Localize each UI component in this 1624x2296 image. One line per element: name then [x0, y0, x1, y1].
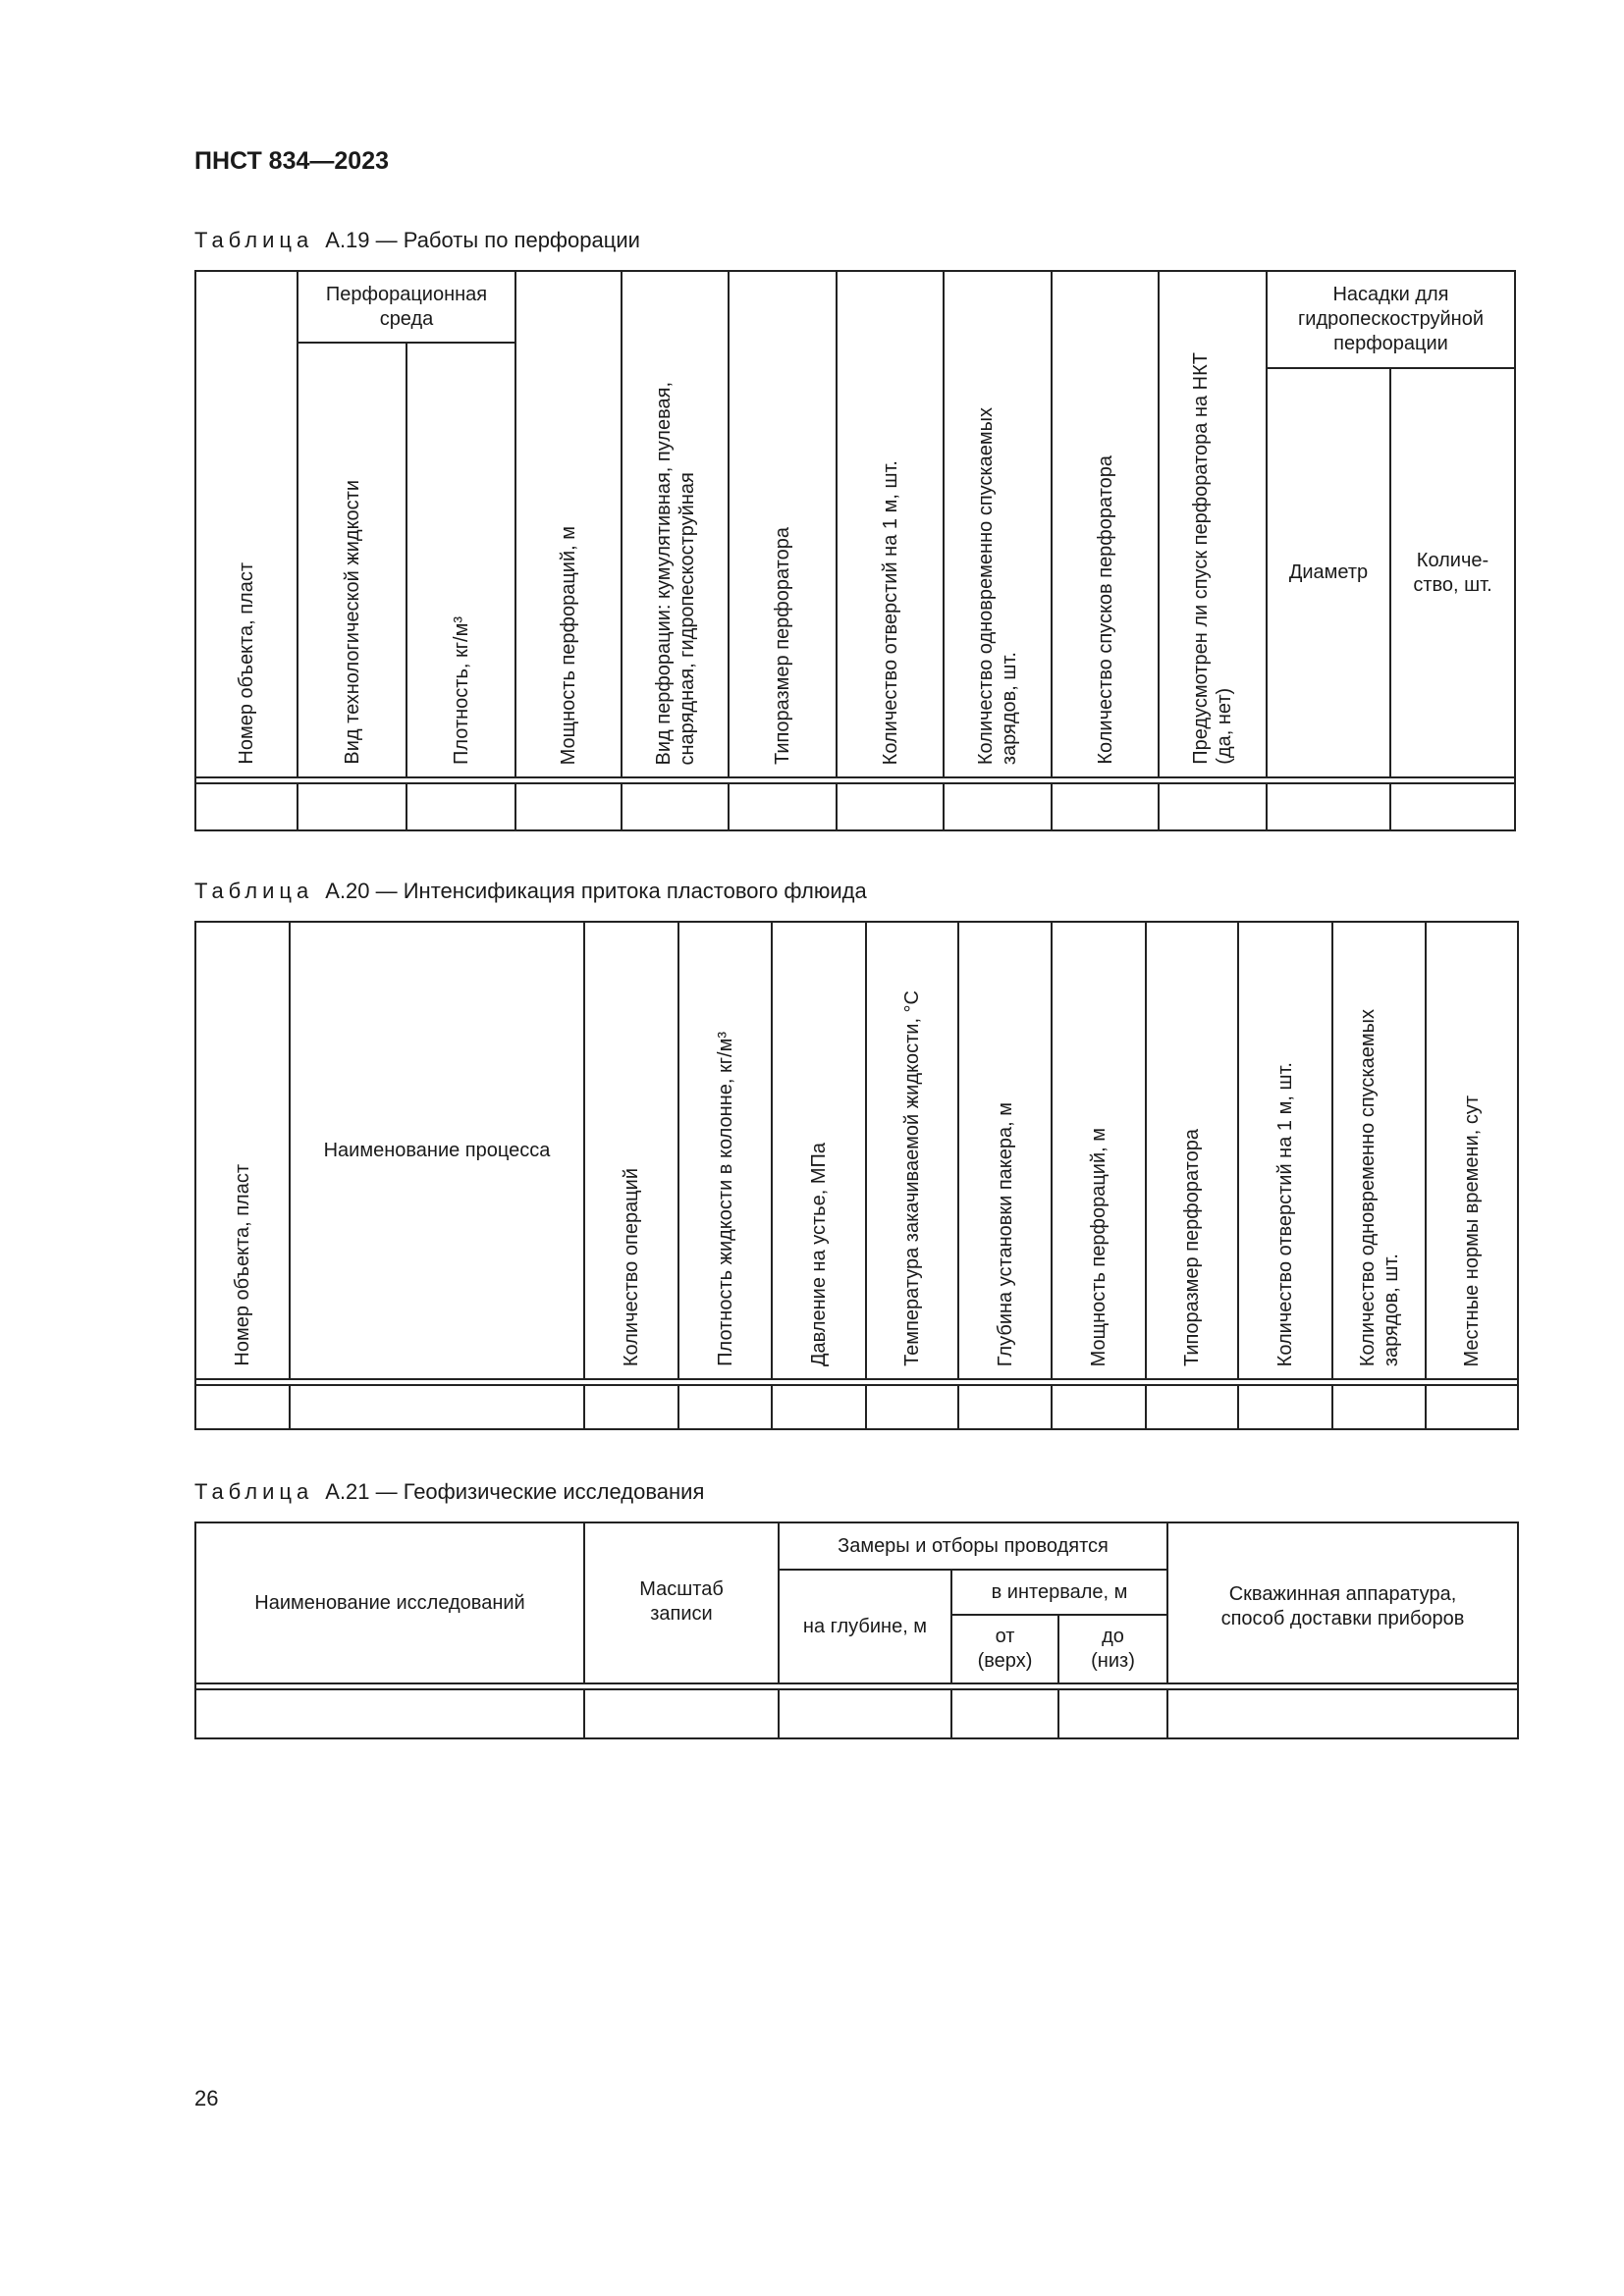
header-text: Плотность, кг/м³ [450, 616, 472, 765]
header-column: Местные нормы времени, сут [1425, 921, 1519, 1380]
table-a19-caption: Таблица А.19 — Работы по перфорации [194, 228, 640, 253]
header-name: Наименование исследований [194, 1522, 585, 1684]
table-cell[interactable] [1389, 782, 1516, 831]
page-number: 26 [194, 2086, 219, 2110]
header-text: Местные нормы времени, сут [1461, 1095, 1483, 1366]
header-column: Мощность перфораций, м [1051, 921, 1147, 1380]
table-cell[interactable] [583, 1688, 780, 1739]
header-group-medium: Перфорационная среда [297, 270, 516, 344]
header-runs: Количество спусков перфоратора [1051, 270, 1160, 778]
table-cell[interactable] [1145, 1384, 1239, 1430]
table-cell[interactable] [1051, 782, 1160, 831]
table-cell[interactable] [728, 782, 838, 831]
header-text: Мощность перфораций, м [1088, 1127, 1110, 1366]
header-text: Вид перфорации: кумулятивная, пулевая, с… [652, 381, 698, 766]
table-cell[interactable] [1057, 1688, 1168, 1739]
table-cell[interactable] [677, 1384, 773, 1430]
header-text: Предусмотрен ли спуск перфоратора на НКТ… [1190, 352, 1235, 765]
caption-title: А.21 — Геофизические исследования [325, 1479, 705, 1504]
header-column: Количество одновременно спускаемых заряд… [1331, 921, 1427, 1380]
header-column: Типоразмер перфоратора [1145, 921, 1239, 1380]
header-text: Номер объекта, пласт [236, 562, 257, 765]
table-cell[interactable] [1166, 1688, 1519, 1739]
header-column: Плотность жидкости в колонне, кг/м³ [677, 921, 773, 1380]
header-column: Давление на устье, МПа [771, 921, 867, 1380]
header-text: Плотность жидкости в колонне, кг/м³ [714, 1032, 736, 1366]
table-cell[interactable] [194, 782, 298, 831]
header-text: Мощность перфораций, м [558, 525, 579, 765]
table-a20-caption: Таблица А.20 — Интенсификация притока пла… [194, 879, 867, 904]
header-thickness: Мощность перфораций, м [514, 270, 623, 778]
header-equipment: Скважинная аппаратура, способ доставки п… [1166, 1522, 1519, 1684]
table-cell[interactable] [194, 1688, 585, 1739]
header-holes: Количество отверстий на 1 м, шт. [836, 270, 945, 778]
header-text: Глубина установки пакера, м [994, 1101, 1016, 1366]
header-charges: Количество одновременно спускаемых заряд… [943, 270, 1053, 778]
table-cell[interactable] [1425, 1384, 1519, 1430]
caption-title: А.20 — Интенсификация притока пластового… [325, 879, 867, 903]
header-column: Наименование процесса [289, 921, 585, 1380]
table-cell[interactable] [514, 782, 623, 831]
header-group-measurements: Замеры и отборы проводятся [778, 1522, 1168, 1571]
document-id: ПНСТ 834—2023 [194, 147, 389, 175]
header-group-nozzles: Насадки для гидропескоструйной перфораци… [1266, 270, 1516, 369]
header-count: Количе- ство, шт. [1389, 367, 1516, 778]
header-text: Количество спусков перфоратора [1094, 455, 1116, 765]
table-a21-caption: Таблица А.21 — Геофизические исследования [194, 1479, 704, 1505]
header-column: Количество отверстий на 1 м, шт. [1237, 921, 1333, 1380]
header-text: Типоразмер перфоратора [1181, 1129, 1203, 1366]
table-cell[interactable] [1158, 782, 1268, 831]
header-text: Количество операций [621, 1167, 642, 1366]
header-text: Давление на устье, МПа [808, 1143, 830, 1366]
caption-label: Таблица [194, 1479, 314, 1504]
header-to: до (низ) [1057, 1614, 1168, 1684]
header-from: от (верх) [950, 1614, 1059, 1684]
header-fluid-type: Вид технологической жидкости [297, 342, 407, 778]
table-cell[interactable] [957, 1384, 1053, 1430]
header-text: Количество отверстий на 1 м, шт. [879, 459, 901, 765]
header-text: Количество одновременно спускаемых заряд… [1356, 1008, 1402, 1366]
table-cell[interactable] [771, 1384, 867, 1430]
table-cell[interactable] [583, 1384, 679, 1430]
header-text: Температура закачиваемой жидкости, °С [901, 990, 923, 1366]
header-column: Глубина установки пакера, м [957, 921, 1053, 1380]
table-cell[interactable] [943, 782, 1053, 831]
caption-label: Таблица [194, 228, 314, 252]
header-column: Номер объекта, пласт [194, 921, 291, 1380]
table-cell[interactable] [289, 1384, 585, 1430]
header-density: Плотность, кг/м³ [406, 342, 516, 778]
table-cell[interactable] [297, 782, 407, 831]
table-cell[interactable] [1237, 1384, 1333, 1430]
table-cell[interactable] [950, 1688, 1059, 1739]
table-cell[interactable] [1051, 1384, 1147, 1430]
caption-title: А.19 — Работы по перфорации [325, 228, 640, 252]
table-cell[interactable] [778, 1688, 952, 1739]
table-cell[interactable] [865, 1384, 959, 1430]
table-cell[interactable] [1331, 1384, 1427, 1430]
header-depth: на глубине, м [778, 1569, 952, 1684]
table-cell[interactable] [1266, 782, 1391, 831]
header-text: Количество одновременно спускаемых заряд… [975, 406, 1020, 765]
header-perforator-size: Типоразмер перфоратора [728, 270, 838, 778]
table-cell[interactable] [406, 782, 516, 831]
caption-label: Таблица [194, 879, 314, 903]
header-text: Типоразмер перфоратора [772, 527, 793, 765]
header-scale: Масштаб записи [583, 1522, 780, 1684]
header-text: Количество отверстий на 1 м, шт. [1274, 1061, 1296, 1366]
header-group-interval: в интервале, м [950, 1569, 1168, 1616]
table-cell[interactable] [621, 782, 730, 831]
header-tubing: Предусмотрен ли спуск перфоратора на НКТ… [1158, 270, 1268, 778]
header-column: Температура закачиваемой жидкости, °С [865, 921, 959, 1380]
header-text: Номер объекта, пласт [232, 1164, 253, 1366]
header-object: Номер объекта, пласт [194, 270, 298, 778]
table-cell[interactable] [836, 782, 945, 831]
table-cell[interactable] [194, 1384, 291, 1430]
header-text: Вид технологической жидкости [341, 480, 363, 765]
header-column: Количество операций [583, 921, 679, 1380]
header-perf-type: Вид перфорации: кумулятивная, пулевая, с… [621, 270, 730, 778]
header-diameter: Диаметр [1266, 367, 1391, 778]
